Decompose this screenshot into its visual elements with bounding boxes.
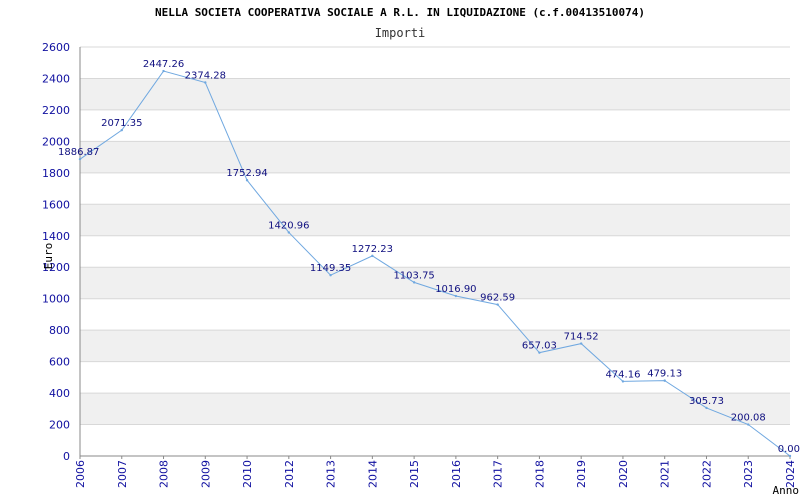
y-tick-label: 200 bbox=[49, 419, 70, 432]
chart-title: NELLA SOCIETA COOPERATIVA SOCIALE A R.L.… bbox=[154, 6, 646, 19]
data-label: 2447.26 bbox=[143, 59, 184, 70]
x-axis-label: Anno bbox=[773, 484, 800, 497]
y-tick-label: 400 bbox=[49, 387, 70, 400]
x-tick-label: 2023 bbox=[742, 460, 755, 488]
data-point bbox=[788, 454, 792, 458]
data-label: 2374.28 bbox=[185, 71, 226, 82]
data-point bbox=[747, 423, 750, 426]
y-tick-label: 800 bbox=[49, 324, 70, 337]
y-tick-label: 1200 bbox=[42, 261, 70, 274]
data-label: 1149.35 bbox=[310, 263, 351, 274]
data-point bbox=[579, 342, 583, 345]
data-point bbox=[120, 128, 123, 132]
y-tick-label: 600 bbox=[49, 356, 70, 369]
x-tick-label: 2007 bbox=[116, 460, 129, 488]
grid-band bbox=[80, 141, 790, 173]
grid-band bbox=[80, 204, 790, 236]
data-point bbox=[78, 157, 82, 161]
data-label: 1420.96 bbox=[268, 220, 309, 231]
data-point bbox=[329, 273, 332, 277]
grid-band bbox=[80, 78, 790, 110]
data-point bbox=[204, 81, 207, 84]
y-tick-label: 1000 bbox=[42, 293, 70, 306]
grid-band bbox=[80, 393, 790, 425]
x-tick-label: 2013 bbox=[325, 460, 338, 488]
data-label: 962.59 bbox=[480, 293, 515, 304]
y-tick-label: 0 bbox=[63, 450, 70, 463]
data-label: 1752.94 bbox=[226, 168, 267, 179]
data-label: 479.13 bbox=[647, 369, 682, 380]
series-line bbox=[79, 70, 791, 457]
chart-subtitle: Importi bbox=[374, 26, 426, 40]
x-tick-label: 2021 bbox=[659, 460, 672, 488]
x-tick-label: 2017 bbox=[492, 460, 505, 488]
x-tick-label: 2022 bbox=[700, 460, 713, 488]
x-tick-label: 2024 bbox=[784, 460, 797, 488]
x-tick-label: 2010 bbox=[241, 460, 254, 488]
data-label: 1016.90 bbox=[435, 284, 476, 295]
x-tick-label: 2018 bbox=[533, 460, 546, 488]
data-point bbox=[496, 303, 499, 306]
x-tick-label: 2020 bbox=[617, 460, 630, 488]
data-label: 200.08 bbox=[731, 413, 766, 424]
y-tick-label: 2000 bbox=[42, 135, 70, 148]
data-label: 714.52 bbox=[564, 332, 599, 343]
data-point bbox=[621, 380, 625, 383]
data-label: 474.16 bbox=[605, 369, 640, 380]
data-label: 657.03 bbox=[522, 341, 557, 352]
x-tick-label: 2016 bbox=[450, 460, 463, 488]
data-point bbox=[454, 294, 458, 298]
y-tick-label: 2600 bbox=[42, 41, 70, 54]
data-point bbox=[705, 406, 708, 410]
y-tick-label: 1800 bbox=[42, 167, 70, 180]
y-tick-label: 2400 bbox=[42, 72, 70, 85]
data-point bbox=[287, 231, 291, 234]
data-label: 0.00 bbox=[778, 444, 800, 455]
data-point bbox=[663, 379, 666, 382]
data-label: 1886.87 bbox=[58, 147, 99, 158]
x-tick-label: 2015 bbox=[408, 460, 421, 488]
data-point bbox=[371, 254, 374, 258]
x-tick-label: 2008 bbox=[158, 460, 171, 488]
y-tick-label: 1400 bbox=[42, 230, 70, 243]
data-point bbox=[412, 281, 416, 284]
x-tick-label: 2009 bbox=[199, 460, 212, 488]
data-label: 1272.23 bbox=[352, 244, 393, 255]
x-tick-label: 2014 bbox=[366, 460, 379, 488]
grid-band bbox=[80, 267, 790, 299]
data-label: 1103.75 bbox=[393, 270, 434, 281]
x-tick-label: 2019 bbox=[575, 460, 588, 488]
y-tick-label: 1600 bbox=[42, 198, 70, 211]
data-point bbox=[538, 351, 541, 354]
x-tick-label: 2006 bbox=[74, 460, 87, 488]
data-label: 305.73 bbox=[689, 396, 724, 407]
data-point bbox=[245, 179, 249, 182]
y-tick-label: 2200 bbox=[42, 104, 70, 117]
data-point bbox=[162, 69, 165, 73]
x-tick-label: 2012 bbox=[283, 460, 296, 488]
y-axis-label: Euro bbox=[42, 243, 55, 270]
data-label: 2071.35 bbox=[101, 118, 142, 129]
grid-band bbox=[80, 330, 790, 362]
